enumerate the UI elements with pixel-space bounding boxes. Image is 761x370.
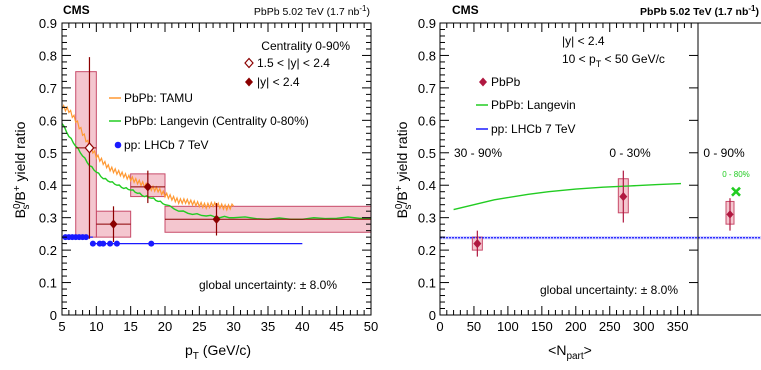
right-y-axis-label: B0s/B+ yield ratio bbox=[394, 121, 414, 218]
legend-open-diamond-label: 1.5 < |y| < 2.4 bbox=[257, 56, 330, 70]
x-tick-label: 5 bbox=[58, 319, 65, 334]
x-tick-label: 35 bbox=[261, 319, 275, 334]
lhcb-point bbox=[83, 234, 90, 241]
y-tick-label: 0.8 bbox=[418, 48, 436, 63]
filled-diamond-point bbox=[212, 214, 221, 224]
open-diamond-point bbox=[84, 142, 95, 154]
y-tick-label: 0.6 bbox=[39, 113, 57, 128]
filled-diamond-point bbox=[619, 191, 628, 202]
left-global-uncertainty: global uncertainty: ± 8.0% bbox=[199, 278, 337, 292]
x-tick-label: 300 bbox=[633, 319, 655, 334]
x-tick-label: 0 bbox=[436, 319, 443, 334]
y-tick-label: 0.5 bbox=[418, 146, 436, 161]
legend-filled-diamond-marker bbox=[245, 77, 253, 87]
legend-tamu-label: PbPb: TAMU bbox=[124, 91, 193, 105]
left-energy-label: PbPb 5.02 TeV (1.7 nb-1) bbox=[254, 4, 370, 18]
lhcb-point bbox=[100, 240, 107, 247]
lhcb-point bbox=[148, 240, 155, 247]
y-tick-label: 0.1 bbox=[39, 276, 57, 291]
y-tick-label: 0.9 bbox=[39, 16, 57, 31]
y-tick-label: 0.5 bbox=[39, 146, 57, 161]
right-plot-frame bbox=[439, 22, 699, 316]
y-tick-label: 0.7 bbox=[39, 81, 57, 96]
x-tick-label: 250 bbox=[599, 319, 621, 334]
langevin-curve bbox=[453, 182, 682, 211]
left-panel: 5 10 15 20 25 30 35 40 45 50 0 0.1 0.2 0.3 0.4 0.5 0.6 0.… bbox=[12, 3, 378, 362]
x-tick-label: 25 bbox=[192, 319, 206, 334]
legend-langevin-label: PbPb: Langevin (Centrality 0-80%) bbox=[124, 114, 309, 128]
right-pt-range-text: 10 < pT < 50 GeV/c bbox=[562, 52, 665, 69]
lhcb-point bbox=[107, 240, 114, 247]
langevin-cross-marker bbox=[731, 186, 741, 197]
inset-centrality-label: 0 - 90% bbox=[703, 146, 745, 160]
right-energy-label: PbPb 5.02 TeV (1.7 nb-1) bbox=[640, 4, 759, 18]
y-tick-label: 0.2 bbox=[418, 243, 436, 258]
x-tick-label: 100 bbox=[497, 319, 519, 334]
centrality-central-label: 0 - 30% bbox=[609, 146, 651, 160]
left-x-axis-label: pT (GeV/c) bbox=[185, 342, 251, 362]
y-tick-label: 0.7 bbox=[418, 81, 436, 96]
y-tick-label: 0.3 bbox=[418, 211, 436, 226]
centrality-peripheral-label: 30 - 90% bbox=[454, 146, 502, 160]
filled-diamond-point bbox=[143, 182, 152, 192]
y-tick-label: 0 bbox=[429, 308, 436, 323]
x-tick-label: 30 bbox=[226, 319, 240, 334]
x-tick-label: 50 bbox=[364, 319, 378, 334]
right-cms-label: CMS bbox=[452, 3, 479, 17]
x-tick-label: 45 bbox=[329, 319, 343, 334]
left-centrality-text: Centrality 0-90% bbox=[261, 39, 350, 53]
y-tick-label: 0 bbox=[50, 308, 57, 323]
systematic-box bbox=[75, 71, 97, 238]
inset-langevin-centrality: 0 - 80% bbox=[722, 170, 750, 179]
lhcb-point bbox=[89, 240, 96, 247]
filled-diamond-point bbox=[726, 210, 734, 219]
x-tick-label: 350 bbox=[667, 319, 689, 334]
x-tick-label: 150 bbox=[531, 319, 553, 334]
legend-lhcb-marker bbox=[114, 141, 122, 149]
x-tick-label: 15 bbox=[123, 319, 137, 334]
right-legend-lhcb-label: pp: LHCb 7 TeV bbox=[491, 122, 576, 136]
y-tick-label: 0.3 bbox=[39, 211, 57, 226]
right-global-uncertainty: global uncertainty: ± 8.0% bbox=[540, 283, 678, 297]
y-tick-label: 0.8 bbox=[39, 48, 57, 63]
legend-pbpb-marker bbox=[479, 77, 487, 87]
x-tick-label: 200 bbox=[565, 319, 587, 334]
right-panel: 0 50 100 150 200 250 300 350 0 0.1 0.2 0.3 0.4 0.5 0.6… bbox=[394, 3, 761, 362]
y-tick-label: 0.4 bbox=[39, 178, 57, 193]
x-tick-label: 10 bbox=[89, 319, 103, 334]
y-tick-label: 0.4 bbox=[418, 178, 436, 193]
x-tick-label: 40 bbox=[295, 319, 309, 334]
y-tick-label: 0.9 bbox=[418, 16, 436, 31]
legend-pbpb-label: PbPb bbox=[491, 75, 521, 89]
x-tick-label: 50 bbox=[467, 319, 481, 334]
left-y-axis-label: B0s/B+ yield ratio bbox=[12, 121, 32, 218]
right-x-axis-label: <Npart> bbox=[548, 342, 592, 362]
right-rapidity-text: |y| < 2.4 bbox=[562, 34, 605, 48]
y-tick-label: 0.1 bbox=[418, 276, 436, 291]
filled-diamond-point bbox=[109, 219, 118, 229]
y-tick-label: 0.2 bbox=[39, 243, 57, 258]
left-plot-frame bbox=[61, 22, 372, 316]
filled-diamond-point bbox=[473, 239, 482, 249]
y-tick-label: 0.6 bbox=[418, 113, 436, 128]
lhcb-point bbox=[113, 240, 120, 247]
right-legend-langevin-label: PbPb: Langevin bbox=[491, 98, 576, 112]
left-cms-label: CMS bbox=[63, 3, 90, 17]
legend-filled-diamond-label: |y| < 2.4 bbox=[257, 75, 300, 89]
legend-lhcb-label: pp: LHCb 7 TeV bbox=[124, 138, 209, 152]
legend-open-diamond-marker bbox=[244, 57, 254, 69]
x-tick-label: 20 bbox=[158, 319, 172, 334]
